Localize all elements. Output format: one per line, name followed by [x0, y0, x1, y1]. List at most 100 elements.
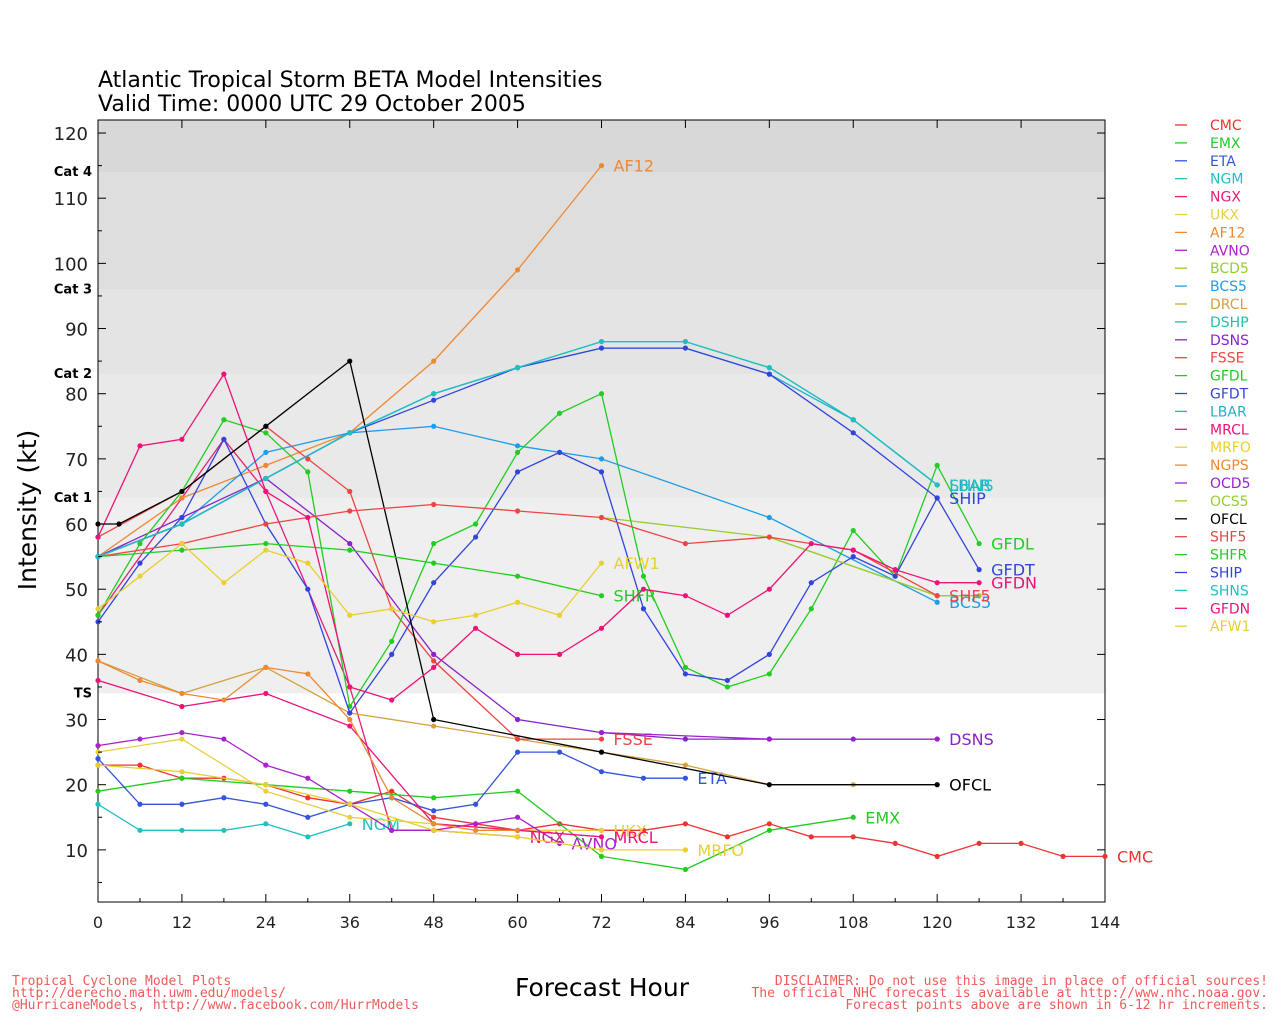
data-point-afw1: [221, 580, 227, 586]
data-point-emx: [766, 827, 772, 833]
data-point-eta: [431, 808, 437, 814]
series-end-label-dsns: DSNS: [949, 730, 994, 749]
category-label: TS: [74, 686, 92, 701]
data-point-avno: [221, 736, 227, 742]
data-point-shns: [934, 482, 940, 488]
data-point-ukx: [179, 736, 185, 742]
footer-credit-social[interactable]: @HurricaneModels, http://www.facebook.co…: [12, 998, 419, 1013]
data-point-gfdn: [556, 651, 563, 657]
data-point-gfdl: [263, 430, 269, 436]
data-point-gfdt: [179, 514, 185, 521]
data-point-gfdl: [766, 671, 772, 677]
data-point-emx: [850, 814, 856, 820]
data-point-gfdl: [850, 527, 856, 534]
data-point-af12: [431, 358, 437, 364]
data-point-gfdn: [808, 540, 814, 547]
data-point-shf5: [766, 534, 772, 540]
x-tick-label: 84: [675, 913, 695, 932]
legend-label-ocs5: OCS5: [1210, 494, 1249, 510]
series-end-label-mrcl: MRCL: [614, 828, 658, 847]
data-point-gfdl: [473, 521, 479, 527]
data-point-ofcl: [934, 782, 940, 788]
series-line-emx: [97, 777, 854, 871]
legend-label-afw1: AFW1: [1210, 619, 1250, 635]
data-point-ngps: [389, 795, 395, 801]
series-end-label-emx: EMX: [865, 808, 900, 827]
legend-label-ngx: NGX: [1210, 190, 1241, 206]
series-line-gfdn: [97, 372, 980, 701]
data-point-gfdl: [598, 391, 605, 397]
legend-label-dshp: DSHP: [1210, 315, 1249, 331]
data-point-ship: [850, 430, 856, 436]
y-tick-label: 50: [65, 580, 88, 601]
series-line-mrfo: [97, 764, 686, 851]
y-tick-label: 80: [65, 385, 88, 406]
data-point-avno: [263, 762, 269, 768]
x-tick-label: 144: [1090, 913, 1121, 932]
data-point-ocd5: [598, 729, 605, 736]
data-point-mrfo: [95, 762, 101, 768]
data-point-cmc: [640, 827, 647, 833]
data-point-gfdt: [976, 567, 982, 573]
data-point-mrcl: [95, 677, 101, 684]
data-point-gfdn: [514, 651, 521, 657]
data-point-ukx: [347, 814, 353, 820]
disclaimer-line: The official NHC forecast is available a…: [751, 986, 1268, 1001]
data-point-afw1: [431, 619, 437, 625]
data-point-gfdn: [934, 580, 940, 586]
data-point-eta: [556, 749, 563, 755]
y-tick-label: 30: [65, 711, 88, 732]
data-point-mrfo: [179, 769, 185, 775]
y-tick-label: 10: [65, 841, 88, 862]
data-point-gfdt: [766, 651, 772, 657]
data-point-shns: [347, 430, 353, 436]
category-label: Cat 2: [54, 367, 92, 382]
data-point-gfdt: [514, 469, 521, 475]
data-point-mrfo: [682, 847, 689, 853]
data-point-afw1: [263, 547, 269, 553]
data-point-gfdl: [556, 410, 563, 416]
data-point-ngps: [95, 658, 101, 664]
data-point-cmc: [305, 795, 311, 801]
data-point-gfdn: [389, 697, 395, 703]
data-point-fsse: [598, 736, 605, 742]
legend-label-shns: SHNS: [1210, 583, 1249, 599]
data-point-ship: [431, 397, 437, 403]
data-point-ukx: [598, 827, 605, 833]
data-point-cmc: [1060, 853, 1066, 859]
legend-label-lbar: LBAR: [1210, 404, 1247, 420]
data-point-gfdl: [305, 469, 311, 475]
data-point-shf5: [934, 593, 940, 599]
data-point-avno: [137, 736, 143, 742]
data-point-fsse: [514, 736, 521, 742]
data-point-emx: [514, 788, 521, 794]
footer-disclaimer: DISCLAIMER: Do not use this image in pla…: [751, 975, 1268, 1012]
series-end-label-ship: SHIP: [949, 489, 986, 508]
data-point-gfdn: [221, 371, 227, 377]
legend-label-mrfo: MRFO: [1210, 440, 1251, 456]
footer-credit-url[interactable]: http://derecho.math.uwm.edu/models/: [12, 986, 286, 1001]
data-point-gfdl: [431, 540, 437, 547]
data-point-gfdn: [473, 625, 479, 631]
legend-label-avno: AVNO: [1210, 243, 1250, 259]
legend-label-dsns: DSNS: [1210, 333, 1249, 349]
data-point-dsns: [682, 736, 689, 742]
series-line-gfdt: [97, 437, 980, 715]
x-tick-label: 48: [423, 913, 443, 932]
data-point-gfdl: [934, 462, 940, 468]
data-point-gfdn: [137, 443, 143, 449]
data-point-shfr: [598, 593, 605, 599]
x-tick-label: 108: [838, 913, 869, 932]
legend-label-gfdl: GFDL: [1210, 369, 1248, 385]
data-point-mrcl: [179, 703, 185, 710]
legend-label-ofcl: OFCL: [1210, 512, 1247, 528]
footer-credits: Tropical Cyclone Model Plots http://dere…: [12, 975, 419, 1013]
data-point-fsse: [431, 658, 437, 664]
data-point-af12: [598, 163, 605, 169]
data-point-avno: [305, 775, 311, 781]
data-point-gfdt: [556, 449, 563, 455]
data-point-drcl: [431, 723, 437, 729]
data-point-shns: [598, 338, 605, 345]
series-line-ocs5: [769, 536, 938, 597]
